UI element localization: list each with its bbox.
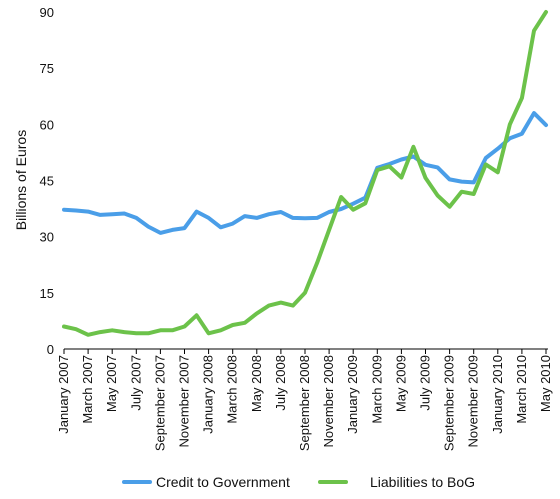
legend-item-liabilities: Liabilities to BoG	[318, 474, 475, 490]
x-tick-label: November 2008	[321, 355, 336, 448]
x-tick-label: July 2007	[128, 355, 143, 411]
x-tick-label: July 2008	[273, 355, 288, 411]
legend-label-credit: Credit to Government	[156, 474, 290, 490]
x-tick-label: March 2008	[225, 355, 240, 424]
x-tick-label: September 2007	[152, 355, 167, 451]
y-tick-label: 30	[40, 230, 54, 245]
x-axis: January 2007 March 2007 May 2007 July 2007 S…	[56, 349, 553, 451]
y-tick-label: 15	[40, 286, 54, 301]
x-tick-label: November 2009	[466, 355, 481, 448]
x-tick-label: May 2010	[538, 355, 553, 412]
y-tick-label: 60	[40, 117, 54, 132]
x-tick-label: July 2009	[418, 355, 433, 411]
legend-item-credit: Credit to Government	[122, 474, 290, 490]
x-tick-label: January 2009	[345, 355, 360, 434]
x-tick-label: January 2007	[56, 355, 71, 434]
x-tick-label: September 2009	[442, 355, 457, 451]
series-line-liabilities-to-bog	[62, 10, 548, 337]
x-tick-label: March 2010	[514, 355, 529, 424]
y-tick-label: 45	[40, 174, 54, 189]
x-tick-label: January 2010	[490, 355, 505, 434]
y-axis-title-group: Billions of Euros	[13, 130, 29, 230]
x-tick-label: September 2008	[297, 355, 312, 451]
x-tick-label: May 2009	[393, 355, 408, 412]
x-tick-label: March 2009	[369, 355, 384, 424]
x-tick-label: May 2008	[249, 355, 264, 412]
x-tick-label: March 2007	[80, 355, 95, 424]
x-tick-label: November 2007	[177, 355, 192, 448]
series-line-credit-to-government	[62, 111, 548, 235]
legend-label-liabilities: Liabilities to BoG	[370, 474, 475, 490]
y-tick-label: 0	[47, 342, 54, 357]
legend: Credit to Government Liabilities to BoG	[122, 474, 475, 490]
y-axis: 0 15 30 45 60 75 90	[40, 5, 54, 357]
series-group	[62, 10, 548, 337]
y-tick-label: 75	[40, 61, 54, 76]
x-tick-label: May 2007	[104, 355, 119, 412]
y-axis-title: Billions of Euros	[13, 130, 29, 230]
y-tick-label: 90	[40, 5, 54, 20]
x-tick-label: January 2008	[201, 355, 216, 434]
